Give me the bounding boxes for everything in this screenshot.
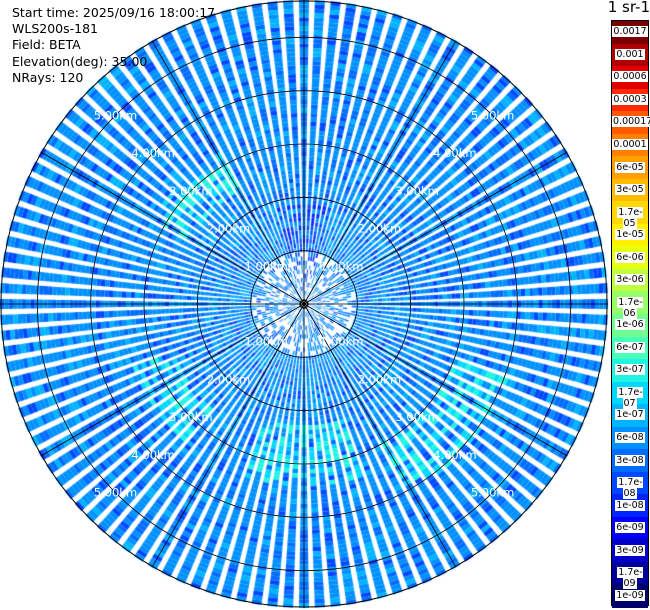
azimuth-spoke <box>303 303 457 568</box>
colorbar-tick-label: 1e-08 <box>615 499 645 511</box>
range-ring-label: 5.00km <box>94 486 137 500</box>
azimuth-spoke <box>303 151 568 305</box>
range-ring-label: 4.00km <box>131 146 174 160</box>
instrument-text: WLS200s-181 <box>12 21 98 37</box>
colorbar-tick-label: 3e-06 <box>615 274 645 286</box>
range-ring-label: 5.00km <box>94 108 137 122</box>
colorbar-tick-label: 3e-09 <box>615 544 645 556</box>
colorbar-tick-label: 3e-07 <box>615 364 645 376</box>
colorbar-tick-label: 0.00017 <box>612 116 650 128</box>
azimuth-spoke <box>151 303 305 568</box>
azimuth-spoke <box>40 151 305 305</box>
range-ring-label: 5.00km <box>471 108 514 122</box>
colorbar-tick-label: 6e-07 <box>615 341 645 353</box>
colorbar-tick-label: 6e-09 <box>615 522 645 534</box>
colorbar-tick-label: 1.7e-06 <box>617 296 643 319</box>
colorbar-tick-label: 1e-05 <box>615 229 645 241</box>
start-time-text: Start time: 2025/09/16 18:00:17 <box>12 5 216 20</box>
field-text: Field: BETA <box>12 37 81 53</box>
range-ring-label: 4.00km <box>433 146 476 160</box>
colorbar-tick-label: 0.0017 <box>612 26 648 38</box>
colorbar-tick-label: 1e-07 <box>615 409 645 421</box>
range-ring-label: 5.00km <box>471 486 514 500</box>
colorbar-tick-label: 1e-06 <box>615 319 645 331</box>
range-ring-label: 2.00km <box>207 222 250 236</box>
range-ring-label: 2.00km <box>207 372 250 386</box>
colorbar-tick-label: 6e-06 <box>615 251 645 263</box>
colorbar-tick-label: 6e-05 <box>615 161 645 173</box>
range-ring-label: 4.00km <box>433 448 476 462</box>
colorbar-tick-label: 3e-08 <box>615 454 645 466</box>
elevation-text: Elevation(deg): 35.00 <box>12 53 148 69</box>
range-ring-label: 1.00km <box>320 335 363 349</box>
azimuth-spoke <box>151 40 305 305</box>
colorbar-tick-label: 1.7e-09 <box>617 567 643 590</box>
range-ring-label: 2.00km <box>358 372 401 386</box>
range-ring-label: 3.00km <box>395 184 438 198</box>
colorbar-tick-label: 1.7e-07 <box>617 386 643 409</box>
range-ring-label: 1.00km <box>245 335 288 349</box>
colorbar-tick-label: 1.7e-05 <box>617 206 643 229</box>
colorbar-tick-label: 0.001 <box>615 48 645 60</box>
azimuth-spoke <box>303 303 568 457</box>
range-ring-label: 4.00km <box>131 448 174 462</box>
colorbar-title: m-1 sr-1 <box>608 0 650 16</box>
nrays-text: NRays: 120 <box>12 69 84 85</box>
colorbar-tick-label: 1.7e-08 <box>617 477 643 500</box>
colorbar-tick-label: 6e-08 <box>615 431 645 443</box>
colorbar-tick-label: 3e-05 <box>615 184 645 196</box>
azimuth-spoke <box>40 303 305 457</box>
azimuth-spoke <box>303 40 457 305</box>
range-ring-label: 1.00km <box>320 259 363 273</box>
range-ring-label: 3.00km <box>169 410 212 424</box>
range-ring-label: 3.00km <box>169 184 212 198</box>
range-ring-label: 3.00km <box>395 410 438 424</box>
range-ring-label: 1.00km <box>245 259 288 273</box>
colorbar-tick-label: 0.0001 <box>612 138 648 150</box>
ppi-overlay: 1.00km 1.00km 1.00km 1.00km 2.00km 2.00km 2.00… <box>0 0 608 608</box>
colorbar-tick-label: 0.0003 <box>612 93 648 105</box>
range-ring-label: 2.00km <box>358 222 401 236</box>
colorbar-tick-label: 0.0006 <box>612 71 648 83</box>
colorbar-tick-label: 1e-09 <box>615 589 645 601</box>
colorbar: 0.0017 0.001 0.0006 0.0003 0.00017 0.0001 6e-0… <box>611 20 650 608</box>
info-box: Start time: 2025/09/16 18:00:17 WLS200s-… <box>12 5 215 86</box>
